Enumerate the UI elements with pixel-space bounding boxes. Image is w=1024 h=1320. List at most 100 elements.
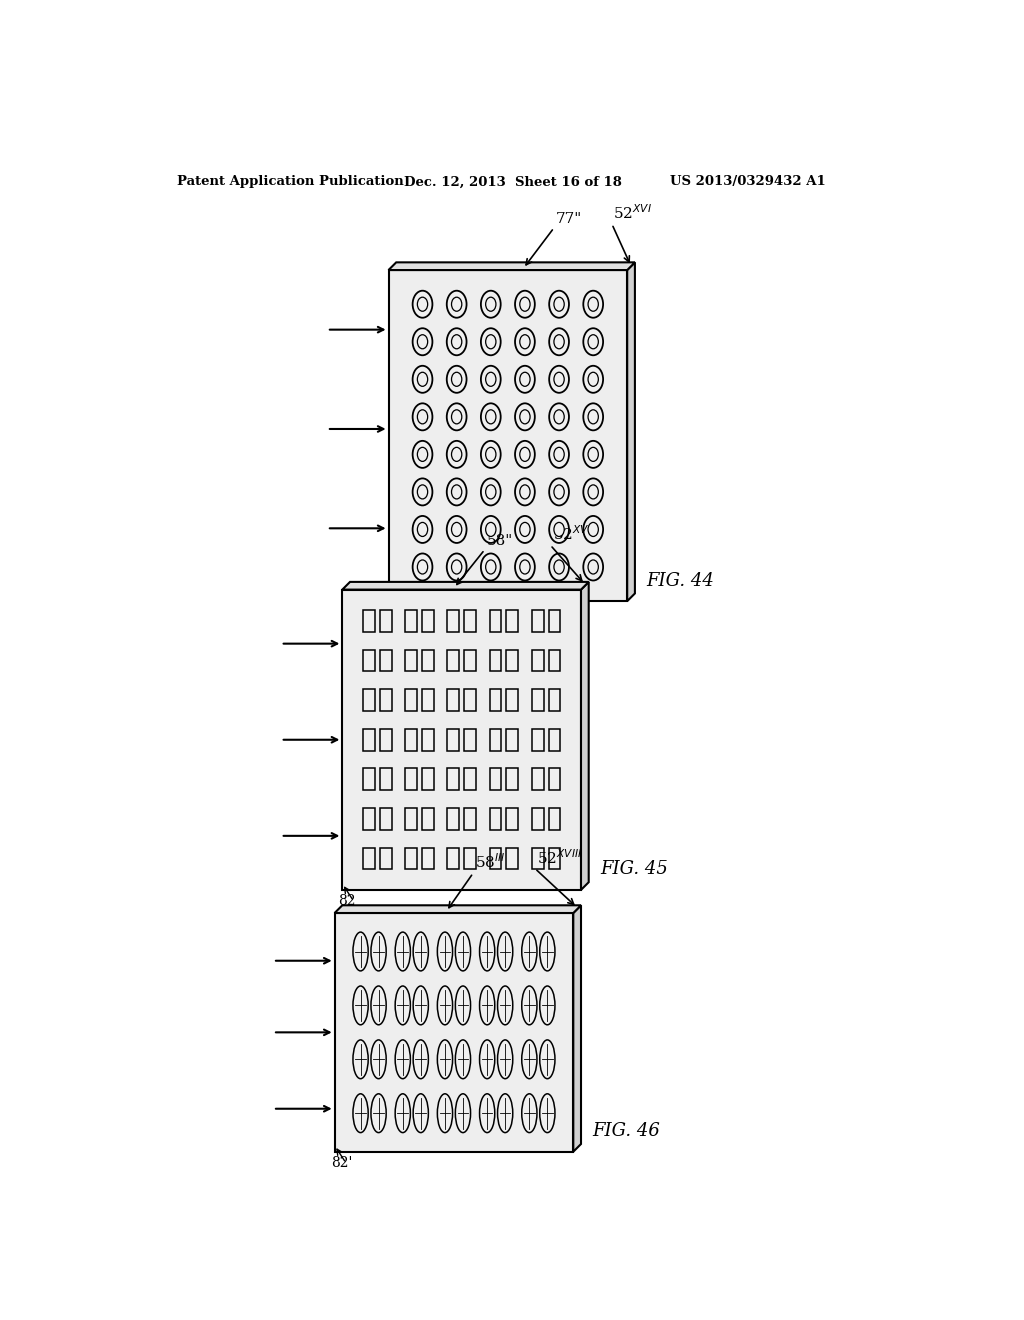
Ellipse shape: [549, 366, 569, 393]
Ellipse shape: [479, 1094, 495, 1133]
Ellipse shape: [481, 404, 501, 430]
Bar: [362, 847, 375, 870]
Ellipse shape: [498, 1094, 513, 1133]
Ellipse shape: [554, 372, 564, 387]
Ellipse shape: [588, 409, 598, 424]
Ellipse shape: [413, 986, 428, 1024]
Bar: [549, 847, 560, 870]
Ellipse shape: [437, 1040, 453, 1078]
Ellipse shape: [481, 478, 501, 506]
Bar: [549, 649, 560, 672]
Ellipse shape: [485, 560, 496, 574]
Ellipse shape: [522, 932, 537, 972]
Ellipse shape: [413, 516, 432, 543]
Ellipse shape: [485, 335, 496, 348]
Ellipse shape: [588, 484, 598, 499]
Ellipse shape: [413, 932, 428, 972]
Ellipse shape: [418, 409, 428, 424]
Ellipse shape: [479, 986, 495, 1024]
Bar: [406, 729, 417, 751]
Bar: [464, 729, 476, 751]
Ellipse shape: [456, 986, 471, 1024]
Ellipse shape: [413, 1040, 428, 1078]
Ellipse shape: [554, 484, 564, 499]
Ellipse shape: [446, 404, 467, 430]
Ellipse shape: [515, 516, 535, 543]
Ellipse shape: [554, 335, 564, 348]
Ellipse shape: [540, 986, 555, 1024]
Bar: [362, 689, 375, 711]
Ellipse shape: [418, 560, 428, 574]
Ellipse shape: [549, 553, 569, 581]
Bar: [406, 649, 417, 672]
Ellipse shape: [485, 447, 496, 462]
Bar: [422, 649, 434, 672]
Ellipse shape: [413, 404, 432, 430]
Ellipse shape: [456, 932, 471, 972]
Bar: [506, 847, 518, 870]
Bar: [447, 808, 459, 830]
Polygon shape: [335, 913, 573, 1151]
Ellipse shape: [418, 523, 428, 536]
Ellipse shape: [446, 553, 467, 581]
Ellipse shape: [481, 329, 501, 355]
Ellipse shape: [588, 560, 598, 574]
Ellipse shape: [452, 484, 462, 499]
Polygon shape: [342, 582, 589, 590]
Ellipse shape: [549, 290, 569, 318]
Ellipse shape: [549, 478, 569, 506]
Bar: [489, 689, 502, 711]
Bar: [531, 610, 544, 632]
Ellipse shape: [554, 297, 564, 312]
Ellipse shape: [584, 441, 603, 467]
Bar: [422, 847, 434, 870]
Ellipse shape: [540, 1094, 555, 1133]
Ellipse shape: [446, 478, 467, 506]
Bar: [447, 847, 459, 870]
Ellipse shape: [452, 560, 462, 574]
Bar: [406, 808, 417, 830]
Ellipse shape: [481, 516, 501, 543]
Text: 52$^{XVIII}$: 52$^{XVIII}$: [538, 849, 583, 867]
Ellipse shape: [515, 366, 535, 393]
Ellipse shape: [413, 290, 432, 318]
Text: Patent Application Publication: Patent Application Publication: [177, 176, 403, 189]
Ellipse shape: [485, 484, 496, 499]
Text: 58": 58": [486, 535, 513, 548]
Ellipse shape: [481, 553, 501, 581]
Bar: [380, 610, 391, 632]
Bar: [549, 689, 560, 711]
Bar: [362, 808, 375, 830]
Text: FIG. 44: FIG. 44: [646, 572, 715, 590]
Text: 52$^{XVII}$: 52$^{XVII}$: [553, 525, 595, 544]
Bar: [406, 610, 417, 632]
Ellipse shape: [549, 404, 569, 430]
Ellipse shape: [371, 932, 386, 972]
Ellipse shape: [522, 1040, 537, 1078]
Ellipse shape: [588, 523, 598, 536]
Ellipse shape: [452, 523, 462, 536]
Ellipse shape: [498, 986, 513, 1024]
Bar: [380, 768, 391, 791]
Ellipse shape: [520, 372, 530, 387]
Bar: [531, 808, 544, 830]
Ellipse shape: [549, 516, 569, 543]
Ellipse shape: [498, 932, 513, 972]
Ellipse shape: [418, 484, 428, 499]
Ellipse shape: [413, 366, 432, 393]
Ellipse shape: [353, 1094, 369, 1133]
Ellipse shape: [588, 335, 598, 348]
Ellipse shape: [481, 366, 501, 393]
Ellipse shape: [413, 329, 432, 355]
Ellipse shape: [584, 553, 603, 581]
Ellipse shape: [446, 516, 467, 543]
Ellipse shape: [446, 366, 467, 393]
Ellipse shape: [520, 447, 530, 462]
Polygon shape: [388, 263, 635, 271]
Ellipse shape: [371, 986, 386, 1024]
Bar: [464, 689, 476, 711]
Ellipse shape: [395, 1094, 411, 1133]
Bar: [489, 729, 502, 751]
Bar: [380, 729, 391, 751]
Bar: [531, 649, 544, 672]
